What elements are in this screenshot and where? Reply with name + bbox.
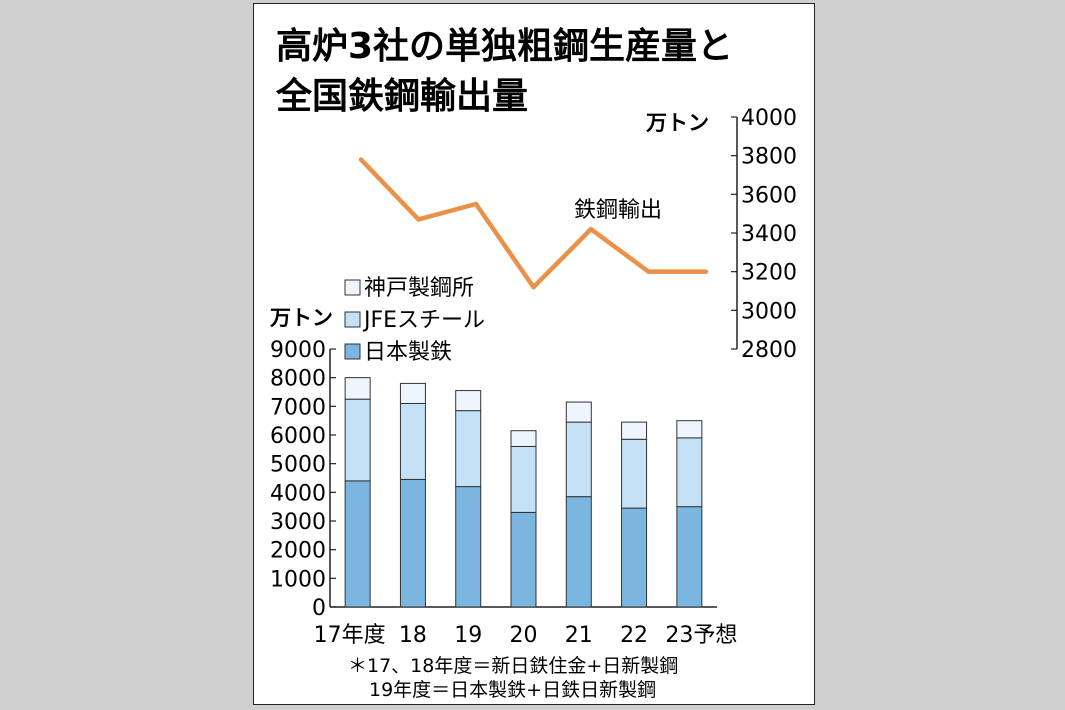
x-tick-label: 20 [510, 623, 538, 648]
legend-swatch [344, 343, 361, 360]
bar-segment-nippon-steel [621, 507, 648, 608]
bar-y-tick-label: 0 [312, 596, 326, 621]
x-tick-label: 23予想 [665, 623, 737, 648]
bar-series [344, 377, 703, 608]
x-axis-labels: 17年度 18 19 20 21 22 23予想 [314, 623, 738, 648]
export-line-point [531, 284, 536, 290]
line-y-tick-label: 3800 [741, 145, 797, 170]
bar-unit-label: 万トン [269, 306, 333, 330]
export-line-point [416, 217, 421, 222]
bar-segment-kobe-steel [344, 377, 371, 400]
bar-segment-kobe-steel [510, 430, 537, 447]
x-tick-label: 17年度 [314, 623, 386, 648]
bar-y-tick-label: 3000 [270, 510, 326, 535]
legend-swatch [344, 311, 361, 328]
x-tick-label: 19 [454, 623, 482, 648]
bar-segment-kobe-steel [399, 382, 426, 404]
bar-segment-nippon-steel [565, 496, 592, 608]
bar-y-tick-label: 5000 [270, 453, 326, 478]
export-line-label: 鉄鋼輸出 [574, 198, 662, 223]
line-y-tick-label: 4000 [741, 106, 797, 131]
export-line-point [588, 226, 594, 232]
export-line-point [358, 157, 364, 162]
export-line-point [646, 269, 651, 274]
bar-y-tick-label: 9000 [270, 338, 326, 363]
bar-segment-jfe-steel [399, 402, 426, 480]
legend-label: 日本製鉄 [364, 340, 452, 365]
bar-segment-nippon-steel [399, 478, 426, 608]
legend-label: 神戸製鋼所 [364, 276, 474, 301]
legend-label: JFEスチール [362, 308, 485, 333]
export-line-point [703, 269, 709, 274]
x-tick-label: 18 [399, 623, 427, 648]
line-y-tick-label: 3600 [741, 183, 797, 208]
line-y-tick-label: 2800 [741, 338, 797, 363]
bar-segment-kobe-steel [676, 420, 703, 439]
bar-segment-nippon-steel [344, 480, 371, 608]
bar-segment-nippon-steel [676, 506, 703, 608]
line-y-tick-label: 3400 [741, 222, 797, 247]
bar-y-tick-label: 2000 [270, 539, 326, 564]
footnote-line1: ＊17、18年度＝新日鉄住金+日新製鋼 [348, 655, 678, 677]
bar-y-tick-label: 1000 [270, 567, 326, 592]
bar-segment-jfe-steel [621, 438, 648, 509]
bar-segment-jfe-steel [510, 445, 537, 513]
bar-segment-kobe-steel [565, 401, 592, 423]
chart-title-line1: 高炉3社の単独粗鋼生産量と [276, 26, 733, 67]
bar-segment-nippon-steel [510, 511, 537, 608]
bar-segment-nippon-steel [455, 486, 482, 608]
footnote-line2: 19年度＝日本製鉄+日鉄日新製鋼 [369, 679, 656, 701]
line-unit-label: 万トン [645, 111, 709, 135]
bar-segment-jfe-steel [455, 410, 482, 488]
x-tick-label: 21 [565, 623, 593, 648]
line-y-tick-label: 3000 [741, 299, 797, 324]
bar-y-tick-label: 6000 [270, 424, 326, 449]
bar-y-tick-label: 4000 [270, 481, 326, 506]
x-tick-label: 22 [620, 623, 648, 648]
export-line-series: 鉄鋼輸出 [358, 157, 709, 290]
export-line-point [473, 201, 479, 207]
legend-swatch [344, 279, 361, 296]
bar-segment-jfe-steel [565, 421, 592, 498]
bar-segment-jfe-steel [344, 398, 371, 482]
bar-segment-kobe-steel [621, 421, 648, 440]
line-y-axis: 2800 3000 3200 3400 3600 3800 4000 [731, 106, 797, 363]
bar-segment-kobe-steel [455, 390, 482, 412]
bar-segment-jfe-steel [676, 437, 703, 508]
bar-y-tick-label: 8000 [270, 367, 326, 392]
export-line [359, 157, 706, 290]
chart-svg: 高炉3社の単独粗鋼生産量と 全国鉄鋼輸出量 万トン 万トン 2800 3000 32… [269, 26, 797, 701]
line-y-tick-label: 3200 [741, 261, 797, 286]
chart-title-line2: 全国鉄鋼輸出量 [275, 75, 528, 117]
bar-y-axis: 0 1000 2000 3000 4000 5000 6000 7000 8000 9000 [270, 338, 717, 621]
bar-y-tick-label: 7000 [270, 395, 326, 420]
chart-panel: 高炉3社の単独粗鋼生産量と 全国鉄鋼輸出量 万トン 万トン 2800 3000 32… [253, 3, 815, 705]
